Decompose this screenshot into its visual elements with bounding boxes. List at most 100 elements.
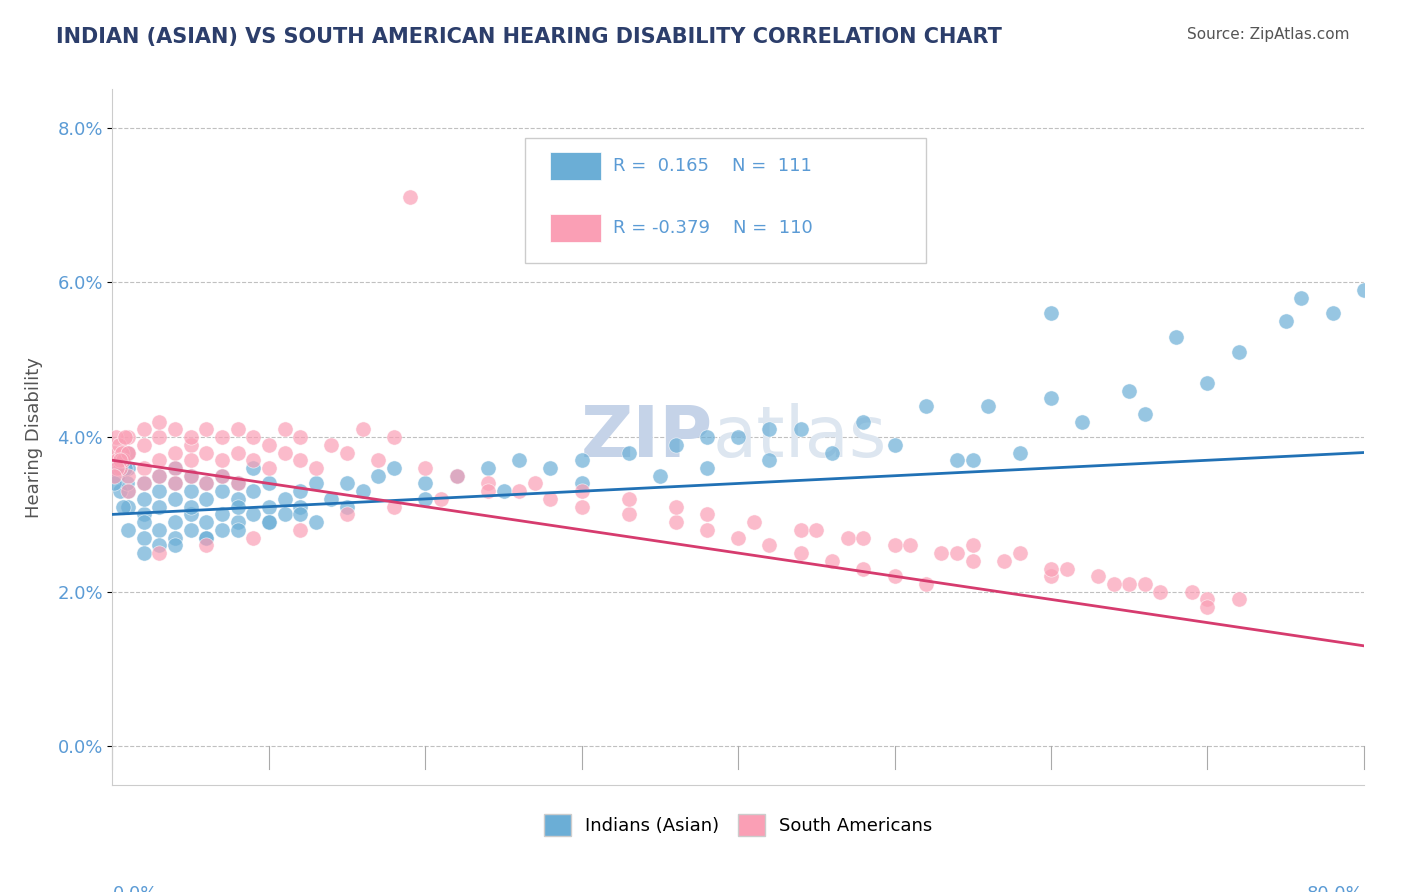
Indians (Asian) (977, 399, 1000, 413)
Indians (Asian) (696, 430, 718, 444)
South Americans (110, 453, 132, 467)
South Americans (110, 461, 132, 475)
Indians (Asian) (1384, 445, 1406, 459)
South Americans (195, 476, 218, 491)
Indians (Asian) (105, 468, 128, 483)
South Americans (477, 476, 499, 491)
Indians (Asian) (477, 461, 499, 475)
Indians (Asian) (1008, 445, 1031, 459)
Indians (Asian) (352, 484, 374, 499)
South Americans (180, 438, 202, 452)
Indians (Asian) (114, 461, 136, 475)
Indians (Asian) (382, 461, 405, 475)
Indians (Asian) (508, 453, 530, 467)
South Americans (180, 430, 202, 444)
Indians (Asian) (148, 468, 170, 483)
Y-axis label: Hearing Disability: Hearing Disability (25, 357, 44, 517)
South Americans (540, 491, 562, 506)
South Americans (727, 531, 749, 545)
Indians (Asian) (1274, 314, 1296, 328)
Indians (Asian) (180, 523, 202, 537)
Indians (Asian) (1118, 384, 1140, 398)
South Americans (1056, 561, 1078, 575)
Indians (Asian) (336, 476, 359, 491)
South Americans (1039, 569, 1063, 583)
South Americans (117, 484, 139, 499)
Indians (Asian) (163, 538, 186, 552)
Indians (Asian) (117, 523, 139, 537)
South Americans (163, 445, 186, 459)
Indians (Asian) (195, 476, 218, 491)
South Americans (821, 554, 844, 568)
Indians (Asian) (195, 515, 218, 529)
South Americans (962, 554, 984, 568)
Indians (Asian) (163, 476, 186, 491)
South Americans (523, 476, 546, 491)
Text: Source: ZipAtlas.com: Source: ZipAtlas.com (1187, 27, 1350, 42)
Indians (Asian) (132, 546, 155, 560)
Indians (Asian) (415, 491, 437, 506)
South Americans (163, 461, 186, 475)
South Americans (1039, 561, 1063, 575)
South Americans (571, 500, 593, 514)
South Americans (931, 546, 953, 560)
FancyBboxPatch shape (526, 138, 927, 263)
South Americans (1197, 592, 1219, 607)
Indians (Asian) (290, 484, 312, 499)
Indians (Asian) (115, 476, 138, 491)
South Americans (790, 523, 813, 537)
Indians (Asian) (148, 523, 170, 537)
Indians (Asian) (321, 491, 343, 506)
South Americans (103, 445, 125, 459)
South Americans (103, 468, 125, 483)
Indians (Asian) (211, 508, 233, 522)
Indians (Asian) (180, 468, 202, 483)
Indians (Asian) (962, 453, 984, 467)
Indians (Asian) (211, 484, 233, 499)
South Americans (1118, 577, 1140, 591)
Indians (Asian) (112, 500, 135, 514)
Text: R = -0.379    N =  110: R = -0.379 N = 110 (613, 219, 813, 237)
Indians (Asian) (195, 491, 218, 506)
Indians (Asian) (883, 438, 905, 452)
South Americans (180, 453, 202, 467)
Indians (Asian) (132, 508, 155, 522)
South Americans (107, 438, 129, 452)
Indians (Asian) (242, 461, 264, 475)
Indians (Asian) (195, 531, 218, 545)
South Americans (352, 422, 374, 436)
Indians (Asian) (211, 468, 233, 483)
Indians (Asian) (257, 476, 280, 491)
South Americans (211, 430, 233, 444)
South Americans (664, 500, 686, 514)
South Americans (696, 508, 718, 522)
Indians (Asian) (148, 484, 170, 499)
Indians (Asian) (180, 484, 202, 499)
Indians (Asian) (1197, 376, 1219, 390)
South Americans (430, 491, 453, 506)
South Americans (898, 538, 921, 552)
South Americans (105, 453, 128, 467)
South Americans (163, 476, 186, 491)
Indians (Asian) (946, 453, 969, 467)
Indians (Asian) (226, 523, 249, 537)
Indians (Asian) (758, 422, 780, 436)
South Americans (806, 523, 828, 537)
South Americans (696, 523, 718, 537)
South Americans (290, 430, 312, 444)
South Americans (852, 561, 875, 575)
Indians (Asian) (163, 531, 186, 545)
Indians (Asian) (180, 508, 202, 522)
South Americans (962, 538, 984, 552)
Indians (Asian) (696, 461, 718, 475)
Indians (Asian) (852, 415, 875, 429)
South Americans (1181, 584, 1204, 599)
Indians (Asian) (242, 508, 264, 522)
Indians (Asian) (148, 500, 170, 514)
South Americans (290, 453, 312, 467)
South Americans (837, 531, 859, 545)
South Americans (195, 422, 218, 436)
Indians (Asian) (211, 523, 233, 537)
Indians (Asian) (226, 500, 249, 514)
Indians (Asian) (367, 468, 389, 483)
